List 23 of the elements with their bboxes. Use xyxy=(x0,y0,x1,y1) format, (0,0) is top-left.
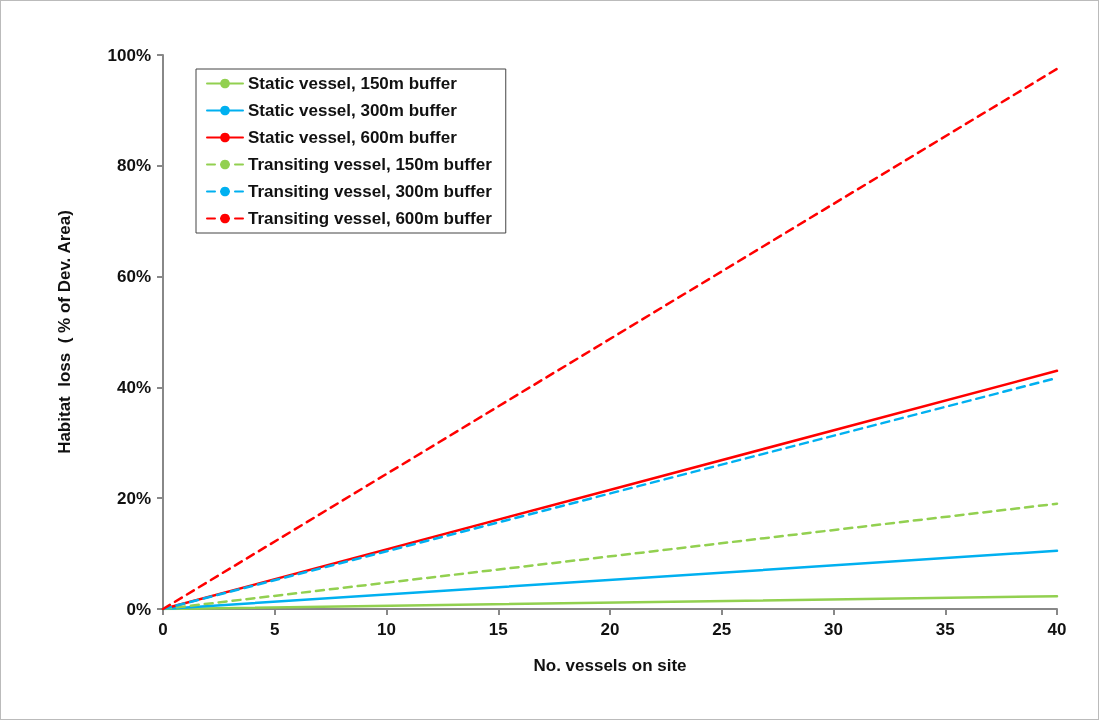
y-tick-label: 80% xyxy=(116,156,151,176)
x-tick-label: 20 xyxy=(600,620,620,639)
y-tick-label: 0% xyxy=(126,599,151,619)
legend-label: Static vessel, 600m buffer xyxy=(248,128,458,147)
x-tick-label: 10 xyxy=(377,620,396,639)
x-tick-label: 35 xyxy=(935,620,955,639)
legend-label: Transiting vessel, 300m buffer xyxy=(248,182,493,201)
x-tick-label: 5 xyxy=(270,620,280,639)
x-axis-title: No. vessels on site xyxy=(533,656,687,675)
x-tick-label: 0 xyxy=(158,620,168,639)
y-tick-label: 40% xyxy=(116,377,151,397)
legend-label: Transiting vessel, 150m buffer xyxy=(248,155,493,174)
legend-label: Static vessel, 150m buffer xyxy=(248,74,458,93)
legend-label: Static vessel, 300m buffer xyxy=(248,101,458,120)
x-tick-label: 15 xyxy=(488,620,508,639)
x-tick-label: 40 xyxy=(1047,620,1067,639)
y-tick-label: 20% xyxy=(116,488,151,508)
legend-label: Transiting vessel, 600m buffer xyxy=(248,209,493,228)
x-tick-label: 25 xyxy=(712,620,732,639)
y-axis-title: Habitat loss ( % of Dev. Area) xyxy=(55,210,74,454)
y-tick-label: 60% xyxy=(116,267,151,287)
y-tick-label: 100% xyxy=(107,45,151,65)
x-tick-label: 30 xyxy=(824,620,843,639)
